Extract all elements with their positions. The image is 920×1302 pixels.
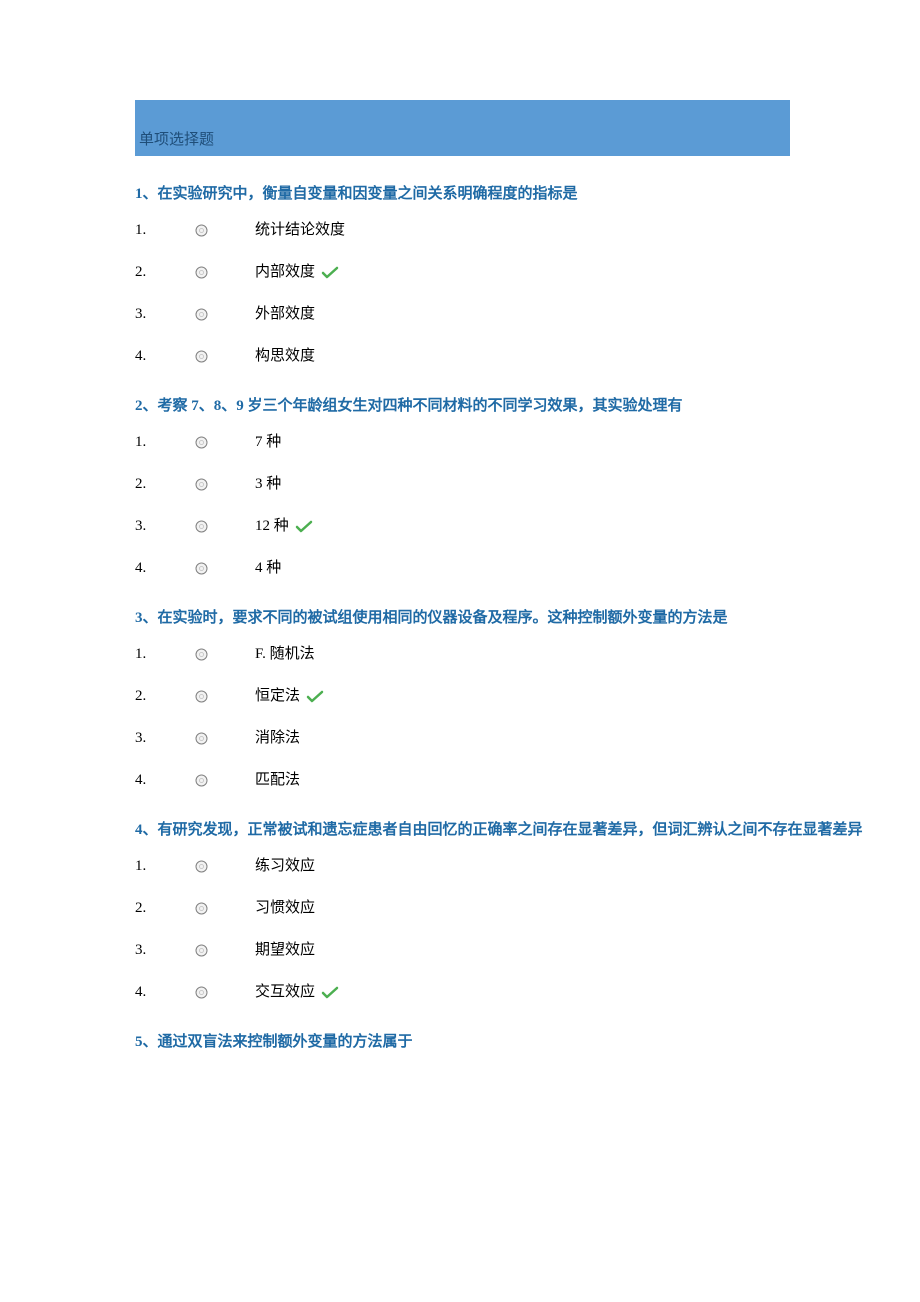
option-row: 1. 练习效应: [135, 854, 920, 878]
question-title: 2、考察 7、8、9 岁三个年龄组女生对四种不同材料的不同学习效果，其实验处理有: [135, 394, 920, 418]
correct-check-icon: [295, 514, 313, 538]
option-text: 4 种: [255, 556, 281, 580]
option-number: 3.: [135, 302, 195, 326]
option-text: 3 种: [255, 472, 281, 496]
option-label: 期望效应: [255, 938, 315, 962]
radio-icon[interactable]: [195, 266, 255, 279]
option-text: 匹配法: [255, 768, 300, 792]
radio-icon[interactable]: [195, 436, 255, 449]
option-row: 4. 交互效应: [135, 980, 920, 1004]
option-row: 4. 4 种: [135, 556, 920, 580]
option-label: 4 种: [255, 556, 281, 580]
option-row: 3. 消除法: [135, 726, 920, 750]
option-label: 练习效应: [255, 854, 315, 878]
radio-icon[interactable]: [195, 690, 255, 703]
section-header: 单项选择题: [135, 100, 790, 156]
correct-check-icon: [306, 684, 324, 708]
option-text: 外部效度: [255, 302, 315, 326]
option-label: 7 种: [255, 430, 281, 454]
radio-icon[interactable]: [195, 944, 255, 957]
option-number: 2.: [135, 472, 195, 496]
option-label: 恒定法: [255, 684, 300, 708]
option-number: 4.: [135, 556, 195, 580]
option-text: 习惯效应: [255, 896, 315, 920]
question-block: 2、考察 7、8、9 岁三个年龄组女生对四种不同材料的不同学习效果，其实验处理有…: [135, 394, 920, 580]
radio-icon[interactable]: [195, 902, 255, 915]
option-number: 4.: [135, 344, 195, 368]
option-row: 1. F. 随机法: [135, 642, 920, 666]
radio-icon[interactable]: [195, 860, 255, 873]
option-number: 1.: [135, 642, 195, 666]
option-label: 统计结论效度: [255, 218, 345, 242]
radio-icon[interactable]: [195, 520, 255, 533]
question-title: 5、通过双盲法来控制额外变量的方法属于: [135, 1030, 920, 1054]
radio-icon[interactable]: [195, 648, 255, 661]
option-row: 1. 7 种: [135, 430, 920, 454]
option-row: 1. 统计结论效度: [135, 218, 920, 242]
radio-icon[interactable]: [195, 774, 255, 787]
option-text: 练习效应: [255, 854, 315, 878]
option-number: 3.: [135, 514, 195, 538]
option-row: 4. 匹配法: [135, 768, 920, 792]
option-row: 3. 期望效应: [135, 938, 920, 962]
question-title: 4、有研究发现，正常被试和遗忘症患者自由回忆的正确率之间存在显著差异，但词汇辨认…: [135, 818, 920, 842]
option-label: 3 种: [255, 472, 281, 496]
radio-icon[interactable]: [195, 732, 255, 745]
question-block: 3、在实验时，要求不同的被试组使用相同的仪器设备及程序。这种控制额外变量的方法是…: [135, 606, 920, 792]
option-number: 1.: [135, 430, 195, 454]
option-row: 2. 恒定法: [135, 684, 920, 708]
option-label: 消除法: [255, 726, 300, 750]
radio-icon[interactable]: [195, 478, 255, 491]
option-number: 3.: [135, 726, 195, 750]
option-label: 内部效度: [255, 260, 315, 284]
radio-icon[interactable]: [195, 224, 255, 237]
radio-icon[interactable]: [195, 562, 255, 575]
questions-container: 1、在实验研究中，衡量自变量和因变量之间关系明确程度的指标是 1. 统计结论效度 2.…: [135, 182, 920, 1054]
option-label: 构思效度: [255, 344, 315, 368]
option-text: 恒定法: [255, 684, 324, 708]
option-row: 4. 构思效度: [135, 344, 920, 368]
option-label: F. 随机法: [255, 642, 315, 666]
option-label: 习惯效应: [255, 896, 315, 920]
option-label: 匹配法: [255, 768, 300, 792]
question-title: 1、在实验研究中，衡量自变量和因变量之间关系明确程度的指标是: [135, 182, 920, 206]
option-number: 2.: [135, 260, 195, 284]
correct-check-icon: [321, 260, 339, 284]
option-number: 2.: [135, 684, 195, 708]
option-text: 消除法: [255, 726, 300, 750]
option-text: 统计结论效度: [255, 218, 345, 242]
option-text: 内部效度: [255, 260, 339, 284]
option-row: 2. 3 种: [135, 472, 920, 496]
option-text: 交互效应: [255, 980, 339, 1004]
radio-icon[interactable]: [195, 308, 255, 321]
option-number: 2.: [135, 896, 195, 920]
question-block: 4、有研究发现，正常被试和遗忘症患者自由回忆的正确率之间存在显著差异，但词汇辨认…: [135, 818, 920, 1004]
question-block: 5、通过双盲法来控制额外变量的方法属于: [135, 1030, 920, 1054]
question-block: 1、在实验研究中，衡量自变量和因变量之间关系明确程度的指标是 1. 统计结论效度 2.…: [135, 182, 920, 368]
option-row: 3. 外部效度: [135, 302, 920, 326]
option-number: 3.: [135, 938, 195, 962]
option-text: 12 种: [255, 514, 313, 538]
option-row: 3. 12 种: [135, 514, 920, 538]
option-text: F. 随机法: [255, 642, 315, 666]
option-text: 期望效应: [255, 938, 315, 962]
option-label: 外部效度: [255, 302, 315, 326]
option-text: 构思效度: [255, 344, 315, 368]
option-label: 12 种: [255, 514, 289, 538]
option-number: 1.: [135, 218, 195, 242]
question-title: 3、在实验时，要求不同的被试组使用相同的仪器设备及程序。这种控制额外变量的方法是: [135, 606, 920, 630]
option-number: 4.: [135, 980, 195, 1004]
correct-check-icon: [321, 980, 339, 1004]
option-number: 1.: [135, 854, 195, 878]
radio-icon[interactable]: [195, 350, 255, 363]
option-text: 7 种: [255, 430, 281, 454]
option-label: 交互效应: [255, 980, 315, 1004]
radio-icon[interactable]: [195, 986, 255, 999]
option-number: 4.: [135, 768, 195, 792]
option-row: 2. 习惯效应: [135, 896, 920, 920]
option-row: 2. 内部效度: [135, 260, 920, 284]
